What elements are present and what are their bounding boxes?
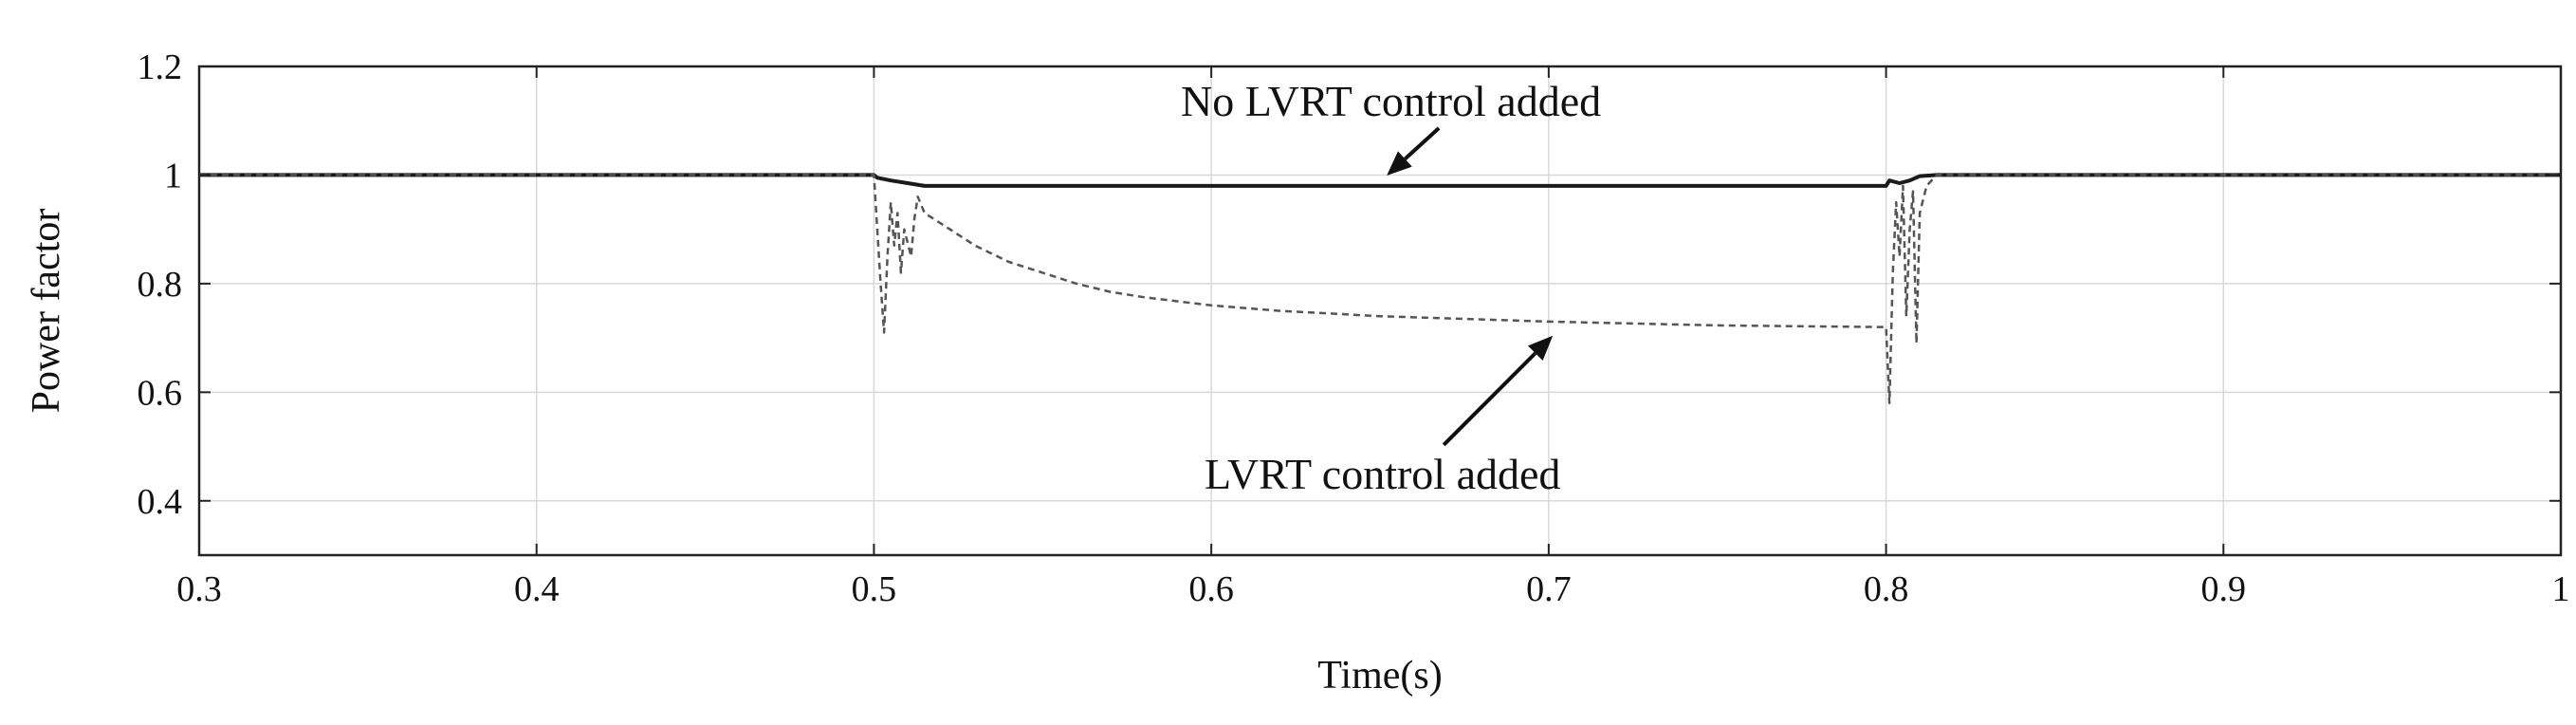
x-tick-label-0: 0.3 (176, 569, 222, 609)
x-tick-label-4: 0.7 (1526, 569, 1572, 609)
y-tick-label-1: 0.6 (138, 373, 183, 413)
x-tick-labels: 0.3 0.4 0.5 0.6 0.7 0.8 0.9 1 (176, 569, 2569, 609)
plot-frame (197, 65, 2563, 557)
x-tick-label-3: 0.6 (1188, 569, 1234, 609)
y-tick-labels: 0.4 0.6 0.8 1 1.2 (138, 47, 183, 522)
y-tick-label-2: 0.8 (138, 265, 183, 305)
annotation-lvrt: LVRT control added (1205, 450, 1560, 498)
y-axis-label: Power factor (25, 209, 68, 414)
series-line-0 (199, 173, 2561, 188)
annotation-arrow-no-lvrt (1404, 126, 1441, 161)
series-line-1 (199, 174, 2561, 405)
series-layer (199, 173, 2561, 405)
x-tick-label-6: 0.9 (2201, 569, 2247, 609)
x-axis-label: Time(s) (1317, 654, 1442, 697)
arrowhead-lvrt (1528, 335, 1554, 361)
y-tick-label-3: 1 (164, 156, 182, 195)
annotation-arrow-lvrt (1442, 351, 1537, 447)
annotation-no-lvrt: No LVRT control added (1181, 77, 1601, 125)
axis-ticks (198, 65, 2562, 555)
y-tick-label-4: 1.2 (138, 47, 183, 87)
arrowhead-no-lvrt (1387, 151, 1412, 177)
x-tick-label-5: 0.8 (1864, 569, 1909, 609)
y-tick-label-0: 0.4 (138, 482, 183, 522)
x-tick-label-1: 0.4 (514, 569, 560, 609)
x-tick-label-2: 0.5 (852, 569, 897, 609)
x-tick-label-7: 1 (2552, 569, 2570, 609)
